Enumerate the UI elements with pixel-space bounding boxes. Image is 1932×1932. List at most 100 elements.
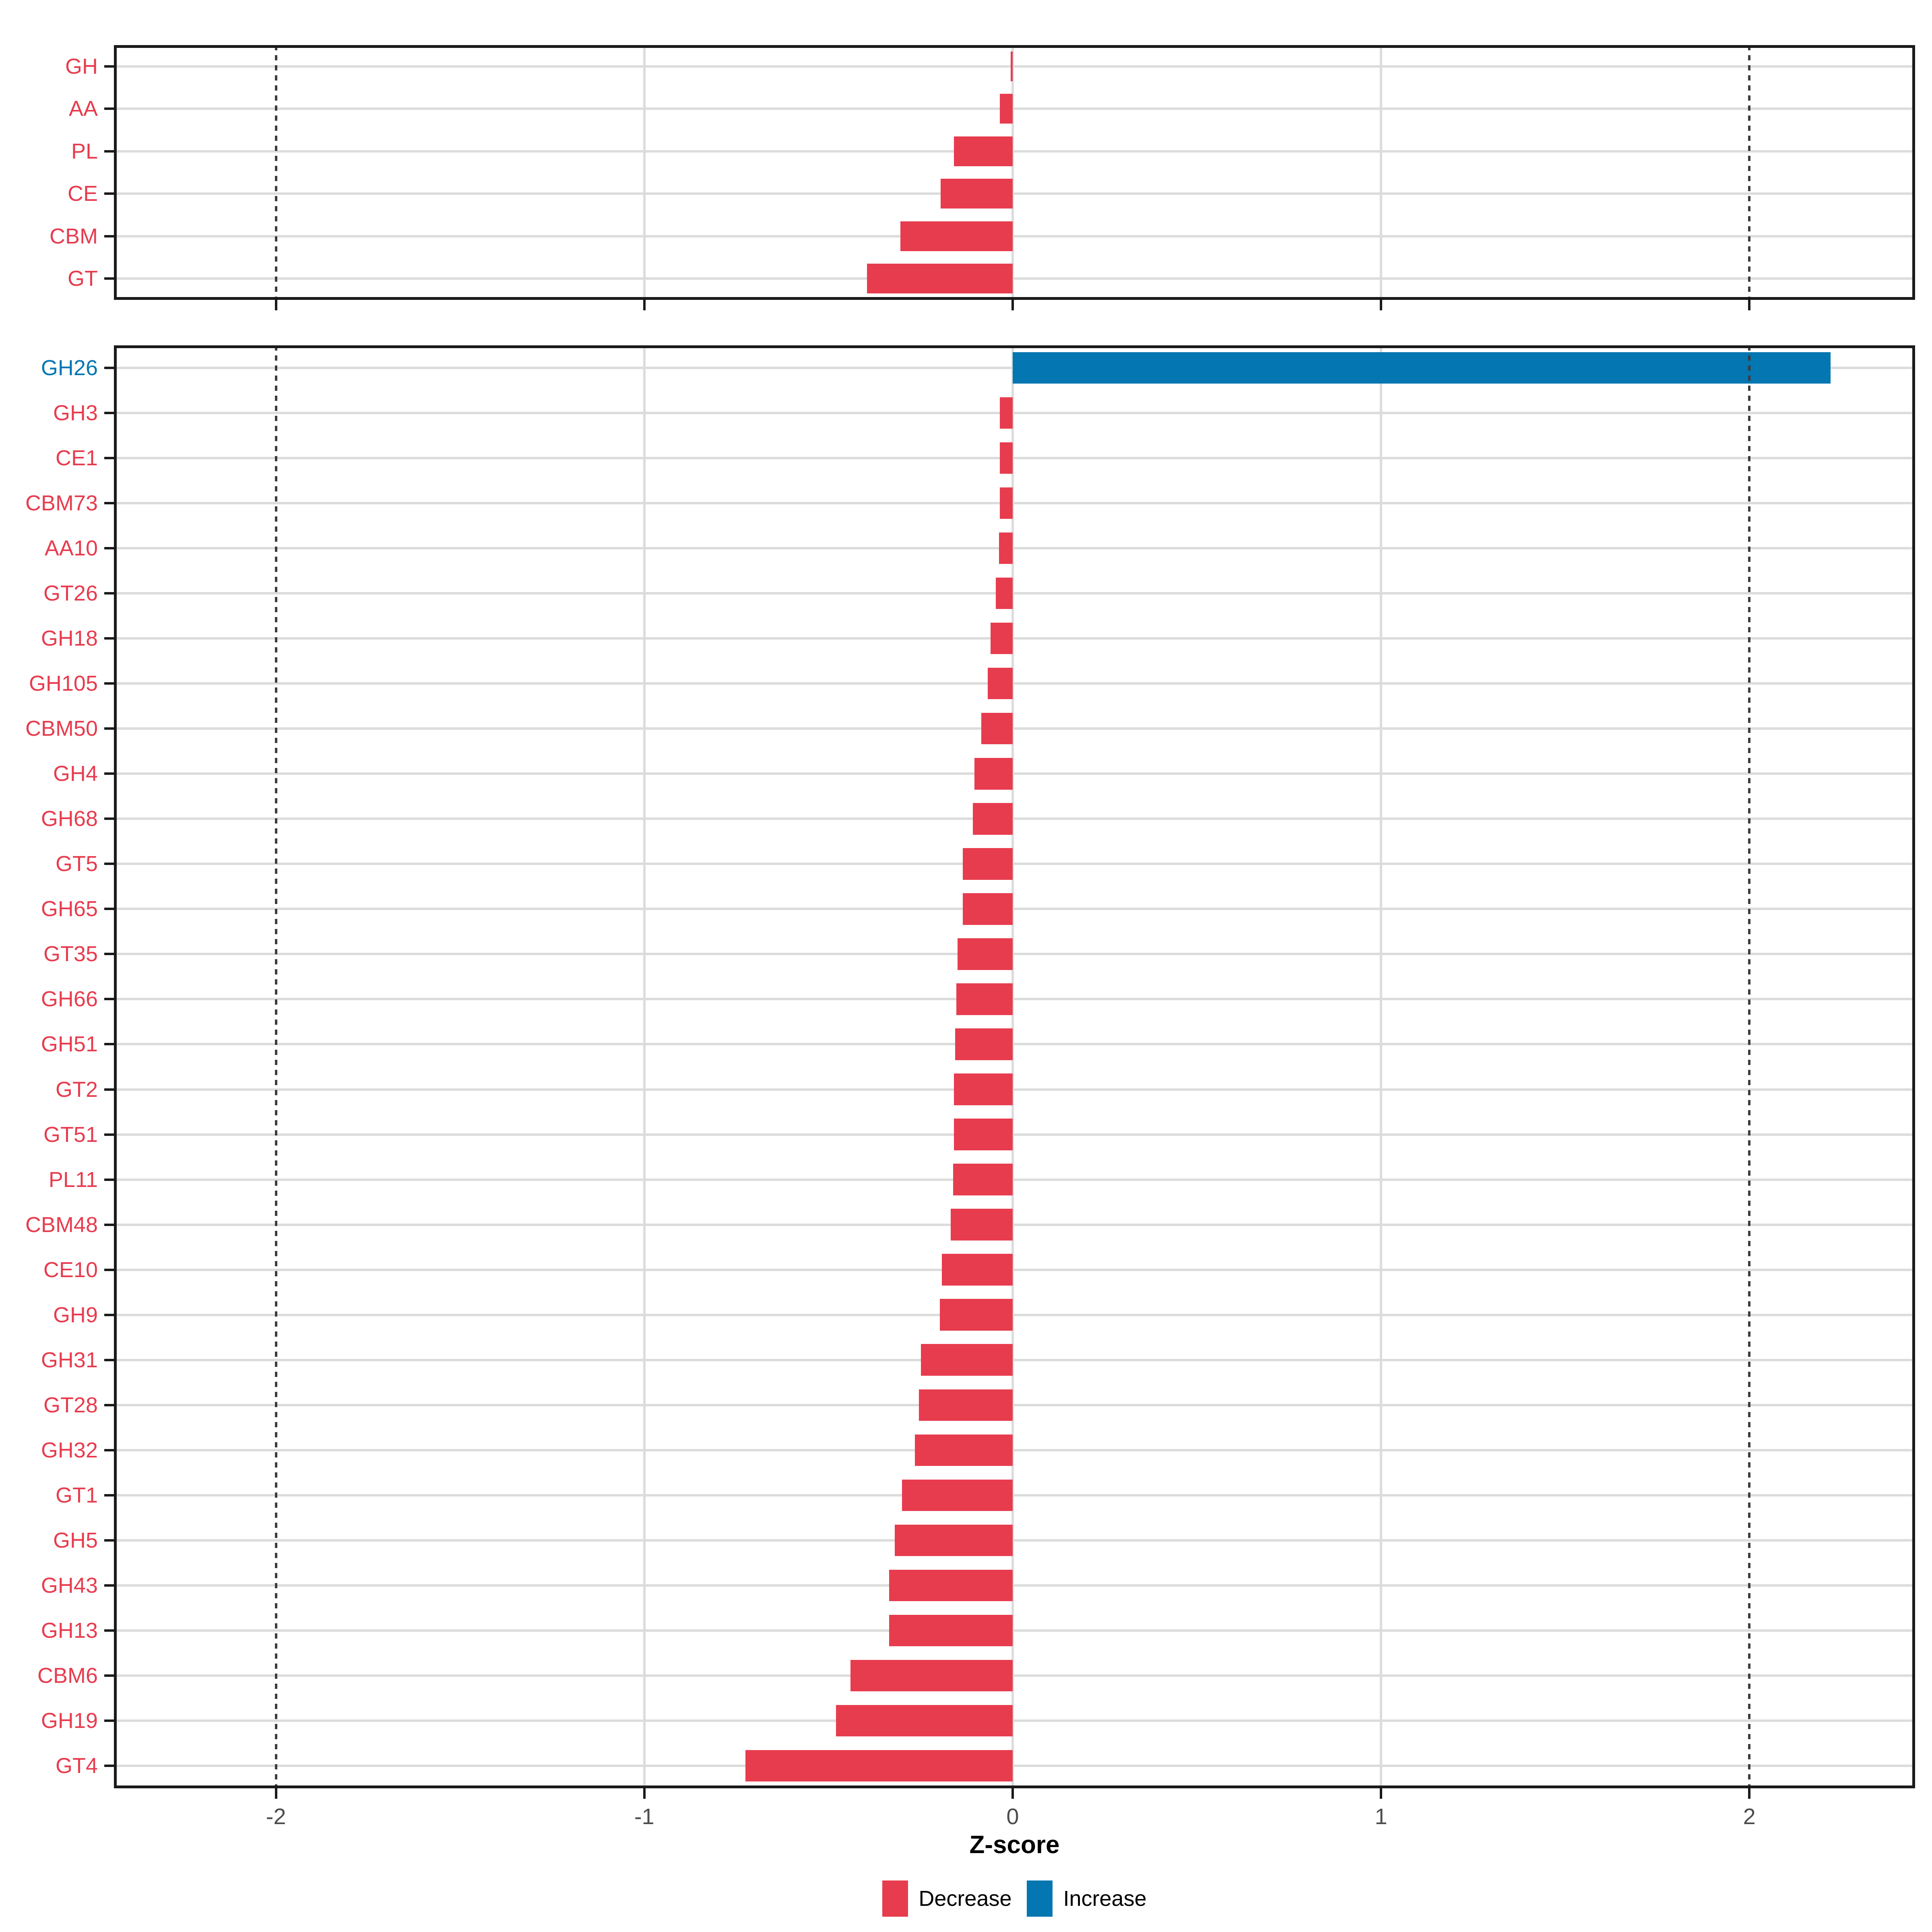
bar-GT1 — [902, 1479, 1013, 1511]
y-tick-label-GH13: GH13 — [41, 1618, 98, 1643]
y-tick-GH32 — [104, 1449, 114, 1451]
x-tick-label--1: -1 — [634, 1804, 654, 1829]
gridline-row-CE1 — [114, 457, 1915, 460]
gridline-row-AA10 — [114, 547, 1915, 550]
y-tick-label-GT1: GT1 — [55, 1483, 98, 1507]
y-tick-label-GH: GH — [65, 54, 98, 78]
y-tick-GH26 — [104, 367, 114, 369]
y-tick-label-PL11: PL11 — [48, 1167, 98, 1192]
gridline-row-GH9 — [114, 1313, 1915, 1316]
legend: Decrease Increase — [114, 1880, 1915, 1917]
y-tick-PL11 — [104, 1178, 114, 1181]
y-tick-GT — [104, 277, 114, 280]
y-tick-CBM — [104, 235, 114, 237]
gridline-row-GT5 — [114, 863, 1915, 865]
y-tick-label-GH68: GH68 — [41, 807, 98, 831]
y-tick-GT4 — [104, 1764, 114, 1767]
y-tick-CBM6 — [104, 1674, 114, 1677]
gridline-row-GT28 — [114, 1404, 1915, 1406]
x-axis-title: Z-score — [969, 1831, 1060, 1859]
y-tick-label-GT28: GT28 — [43, 1393, 98, 1417]
gridline-row-GT — [114, 277, 1915, 280]
bar-AA10 — [999, 532, 1013, 564]
gridline-row-GH3 — [114, 412, 1915, 415]
y-tick-label-GH105: GH105 — [29, 671, 98, 696]
gridline-x--1 — [643, 345, 646, 1788]
y-tick-GH9 — [104, 1313, 114, 1316]
y-tick-label-CE1: CE1 — [55, 446, 98, 471]
bar-GH3 — [999, 397, 1013, 429]
bar-PL11 — [953, 1164, 1013, 1195]
bar-GH9 — [939, 1299, 1013, 1331]
x-tick-label-0: 0 — [1006, 1804, 1019, 1829]
gridline-x-1 — [1380, 45, 1383, 300]
gridline-row-PL11 — [114, 1178, 1915, 1181]
bar-GT26 — [995, 577, 1013, 609]
y-tick-label-GT2: GT2 — [55, 1077, 98, 1102]
y-tick-GH5 — [104, 1539, 114, 1542]
y-tick-CBM48 — [104, 1223, 114, 1226]
bar-CE — [941, 179, 1013, 209]
bar-GH66 — [956, 983, 1013, 1015]
gridline-row-GT1 — [114, 1494, 1915, 1496]
x-tick--2 — [275, 1788, 277, 1799]
bar-CBM6 — [850, 1660, 1013, 1692]
bar-CBM48 — [951, 1209, 1013, 1241]
gridline-row-GT26 — [114, 592, 1915, 595]
gridline-row-GH4 — [114, 772, 1915, 775]
x-tick-1 — [1380, 1788, 1383, 1799]
gridline-row-CBM48 — [114, 1223, 1915, 1226]
bar-CE10 — [942, 1254, 1013, 1286]
y-tick-GH13 — [104, 1629, 114, 1632]
increase-swatch-icon — [1027, 1880, 1053, 1917]
bar-GH105 — [987, 668, 1013, 700]
y-tick-AA10 — [104, 547, 114, 550]
y-tick-GT51 — [104, 1133, 114, 1136]
y-tick-label-GT5: GT5 — [55, 852, 98, 876]
y-tick-GH18 — [104, 637, 114, 640]
bar-GT35 — [957, 938, 1013, 970]
y-tick-label-GH19: GH19 — [41, 1708, 98, 1733]
gridline-row-GH13 — [114, 1629, 1915, 1632]
x-tick-1 — [1380, 300, 1383, 310]
y-tick-CBM50 — [104, 727, 114, 730]
y-tick-GT5 — [104, 863, 114, 865]
y-tick-GH43 — [104, 1584, 114, 1587]
y-tick-GH105 — [104, 682, 114, 685]
gridline-row-CE10 — [114, 1268, 1915, 1271]
bar-GH5 — [895, 1524, 1013, 1556]
decrease-swatch-icon — [882, 1880, 908, 1917]
gridline-x--1 — [643, 45, 646, 300]
y-tick-label-GT4: GT4 — [55, 1753, 98, 1778]
bar-GT5 — [963, 848, 1013, 880]
x-tick-2 — [1748, 300, 1751, 310]
y-tick-label-CE: CE — [67, 182, 98, 206]
y-tick-GH3 — [104, 412, 114, 415]
y-tick-label-GH66: GH66 — [41, 987, 98, 1011]
y-tick-GH — [104, 65, 114, 68]
gridline-row-CE — [114, 192, 1915, 195]
y-tick-label-GH26: GH26 — [41, 356, 98, 380]
y-tick-GT28 — [104, 1404, 114, 1406]
bar-GH32 — [915, 1434, 1013, 1466]
y-tick-AA — [104, 107, 114, 110]
gridline-row-GH32 — [114, 1449, 1915, 1451]
bar-GH — [1011, 51, 1013, 81]
y-tick-GT1 — [104, 1494, 114, 1496]
bar-AA — [999, 94, 1013, 124]
bar-CBM — [900, 221, 1013, 251]
y-tick-GT26 — [104, 592, 114, 595]
x-tick-2 — [1748, 1788, 1751, 1799]
legend-item-increase: Increase — [1027, 1880, 1147, 1917]
y-tick-label-AA: AA — [68, 97, 98, 121]
panel-border-0 — [114, 45, 1915, 300]
bar-GH51 — [955, 1028, 1013, 1060]
y-tick-label-CBM6: CBM6 — [37, 1663, 98, 1688]
y-tick-GH68 — [104, 817, 114, 820]
y-tick-label-PL: PL — [71, 139, 98, 163]
x-tick-0 — [1011, 300, 1014, 310]
y-tick-CE1 — [104, 457, 114, 460]
x-tick-label--2: -2 — [266, 1804, 286, 1829]
gridline-row-GH66 — [114, 998, 1915, 1001]
